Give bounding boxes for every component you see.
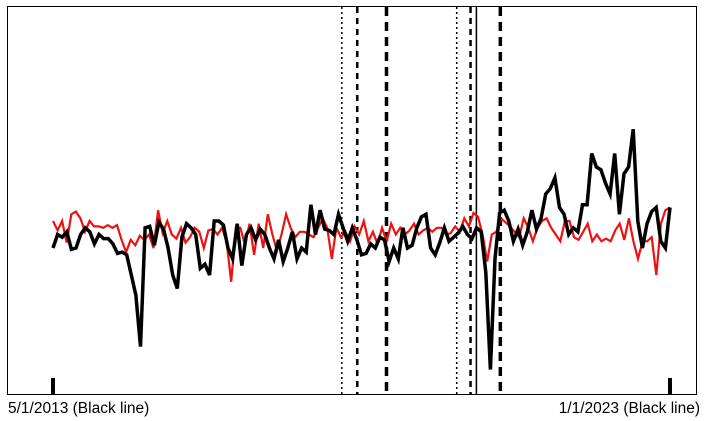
x-axis-ticks: 5/1/2013 (Black line) 1/1/2023 (Black lin… — [8, 378, 700, 417]
black-series-line — [51, 128, 672, 370]
x-tick-label-2: 1/1/2023 (Black line) — [559, 400, 700, 417]
plot-area-frame — [7, 6, 697, 395]
series-group — [51, 128, 672, 370]
vertical-reference-lines — [341, 7, 503, 394]
x-tick-label-1: 5/1/2013 (Black line) — [8, 400, 149, 417]
